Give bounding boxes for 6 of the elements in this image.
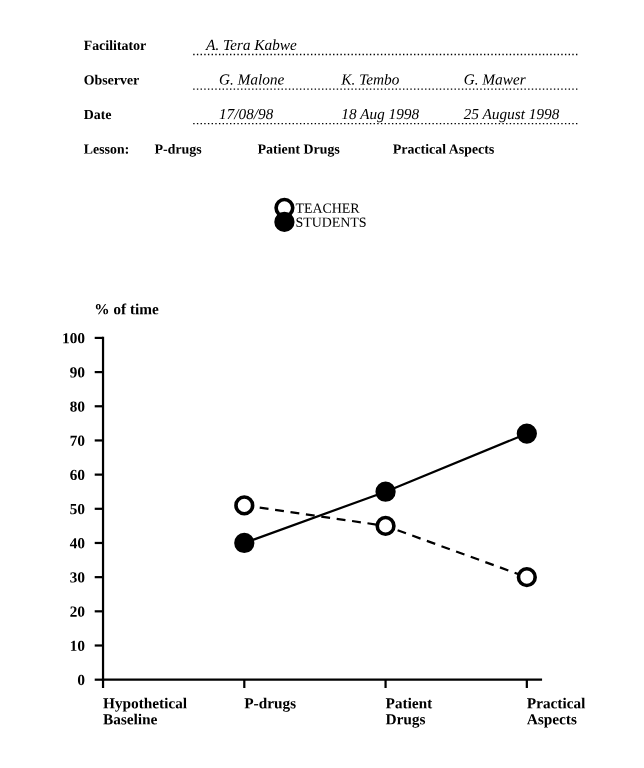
point — [234, 495, 255, 516]
point — [375, 515, 396, 537]
point — [234, 532, 255, 554]
point — [516, 423, 537, 444]
point — [516, 567, 537, 588]
point — [375, 481, 396, 502]
